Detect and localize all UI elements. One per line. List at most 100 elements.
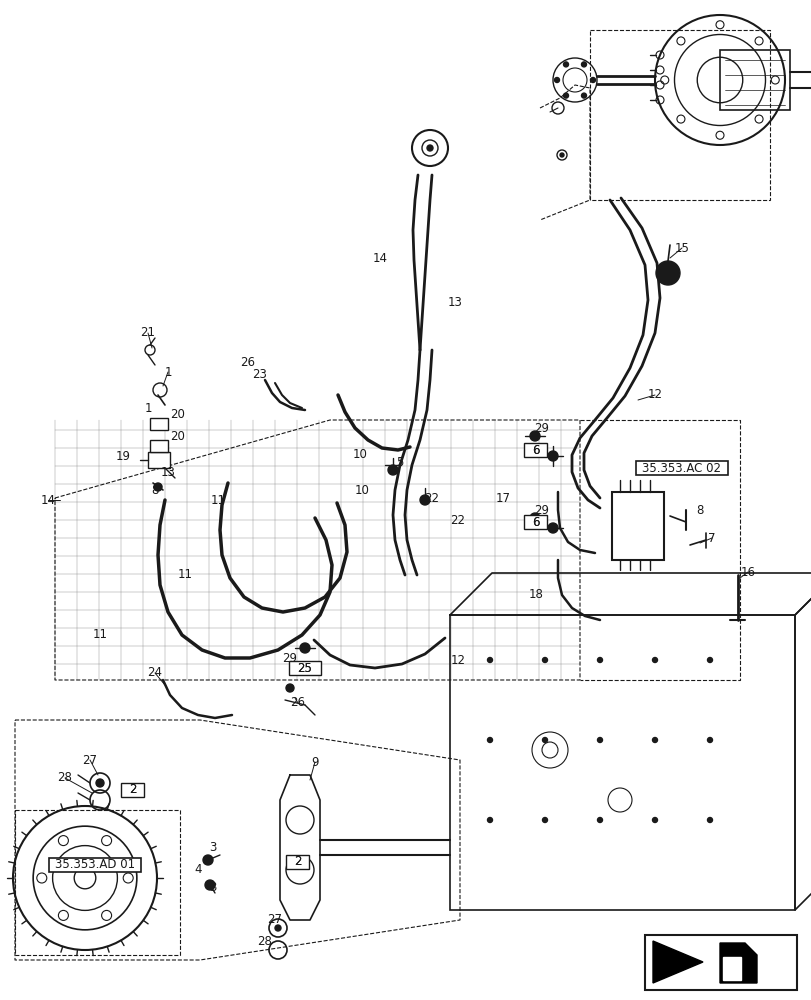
Circle shape <box>547 523 557 533</box>
Circle shape <box>560 153 564 157</box>
Text: 5: 5 <box>396 456 403 468</box>
Text: 25: 25 <box>297 662 312 674</box>
Text: 20: 20 <box>170 430 185 444</box>
Text: 26: 26 <box>290 696 305 710</box>
Text: 21: 21 <box>140 326 156 340</box>
Circle shape <box>388 465 397 475</box>
Text: 14: 14 <box>41 493 55 506</box>
Circle shape <box>652 817 657 822</box>
Bar <box>524 443 547 457</box>
Text: 14: 14 <box>372 251 387 264</box>
Circle shape <box>542 817 547 822</box>
Text: 3: 3 <box>209 881 217 894</box>
Text: 7: 7 <box>707 532 714 544</box>
Bar <box>449 615 794 910</box>
Text: 8: 8 <box>696 504 703 516</box>
Text: 16: 16 <box>740 566 754 578</box>
Circle shape <box>547 451 557 461</box>
Circle shape <box>581 62 586 67</box>
Circle shape <box>581 93 586 98</box>
Circle shape <box>203 855 212 865</box>
Text: 6: 6 <box>531 444 539 456</box>
Text: 35.353.AC 02: 35.353.AC 02 <box>642 462 721 475</box>
Circle shape <box>706 817 711 822</box>
Bar <box>635 461 727 475</box>
Text: 3: 3 <box>209 841 217 854</box>
Bar <box>644 935 796 990</box>
Circle shape <box>154 483 162 491</box>
Circle shape <box>96 779 104 787</box>
Circle shape <box>590 78 594 83</box>
Text: 2: 2 <box>294 855 302 868</box>
Text: 26: 26 <box>240 356 255 368</box>
Text: 22: 22 <box>424 491 439 504</box>
Text: 35.353.AD 01: 35.353.AD 01 <box>55 858 135 871</box>
Circle shape <box>530 431 539 441</box>
Text: 10: 10 <box>352 448 367 462</box>
Bar <box>611 492 663 560</box>
Text: 28: 28 <box>58 771 72 784</box>
Bar <box>148 452 169 468</box>
Text: 1: 1 <box>164 365 172 378</box>
Circle shape <box>285 684 294 692</box>
Circle shape <box>487 658 492 662</box>
Text: 4: 4 <box>194 863 201 876</box>
Text: 6: 6 <box>531 444 539 456</box>
Circle shape <box>597 658 602 662</box>
Text: 28: 28 <box>257 935 272 948</box>
Circle shape <box>652 658 657 662</box>
Text: 24: 24 <box>148 666 162 680</box>
Text: 2: 2 <box>294 855 302 868</box>
Circle shape <box>419 495 430 505</box>
Bar <box>719 50 789 110</box>
Circle shape <box>542 658 547 662</box>
Text: 25: 25 <box>297 662 312 674</box>
Text: 29: 29 <box>534 504 549 516</box>
Circle shape <box>597 817 602 822</box>
Circle shape <box>542 738 547 742</box>
Text: 29: 29 <box>534 422 549 434</box>
Text: 11: 11 <box>210 493 225 506</box>
Circle shape <box>275 925 281 931</box>
Circle shape <box>554 78 559 83</box>
Circle shape <box>563 93 568 98</box>
Text: 2: 2 <box>129 783 136 796</box>
Text: 13: 13 <box>447 296 462 308</box>
Text: 11: 11 <box>178 568 192 582</box>
Text: 18: 18 <box>528 588 543 601</box>
Bar <box>150 418 168 430</box>
Circle shape <box>487 817 492 822</box>
Circle shape <box>563 62 568 67</box>
Circle shape <box>706 658 711 662</box>
Text: 8: 8 <box>151 484 158 496</box>
Text: 27: 27 <box>83 754 97 766</box>
Text: 19: 19 <box>115 450 131 462</box>
Circle shape <box>427 145 432 151</box>
Circle shape <box>652 738 657 742</box>
Polygon shape <box>719 943 756 983</box>
Bar <box>524 515 547 529</box>
Text: 20: 20 <box>170 408 185 422</box>
Text: 10: 10 <box>354 484 369 496</box>
Text: 2: 2 <box>129 783 136 796</box>
Text: 6: 6 <box>531 516 539 528</box>
Bar <box>590 30 769 200</box>
Text: 29: 29 <box>282 652 297 664</box>
Bar <box>49 858 141 872</box>
Bar <box>150 440 168 452</box>
Text: 17: 17 <box>495 491 510 504</box>
Text: 23: 23 <box>252 368 267 381</box>
Text: 11: 11 <box>92 629 107 642</box>
Circle shape <box>706 738 711 742</box>
Text: 22: 22 <box>450 514 465 526</box>
Text: 1: 1 <box>144 401 152 414</box>
Bar <box>122 783 144 797</box>
Circle shape <box>655 261 679 285</box>
Text: 15: 15 <box>674 241 689 254</box>
Text: 12: 12 <box>646 388 662 401</box>
Circle shape <box>299 643 310 653</box>
Circle shape <box>597 738 602 742</box>
Circle shape <box>530 513 539 523</box>
Polygon shape <box>652 941 702 983</box>
Text: 6: 6 <box>531 516 539 528</box>
